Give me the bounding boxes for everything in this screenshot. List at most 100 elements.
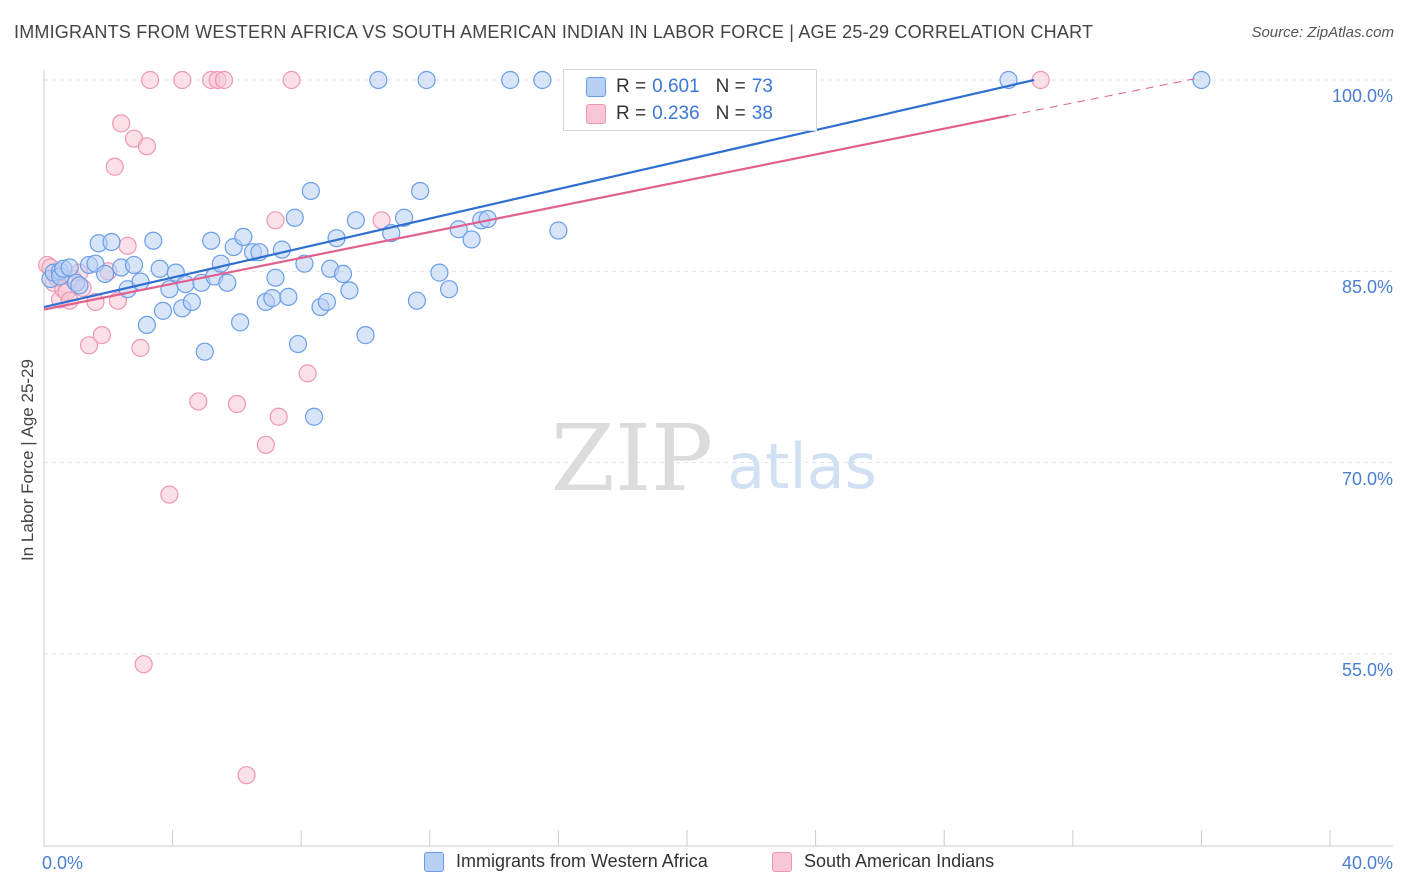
point-south-american-indians: [137, 137, 156, 156]
point-western-africa: [95, 264, 115, 283]
point-western-africa: [411, 181, 430, 201]
chart-title: IMMIGRANTS FROM WESTERN AFRICA VS SOUTH …: [14, 22, 1094, 42]
bottom-legend-western-africa: Immigrants from Western Africa: [424, 851, 708, 872]
x-tick-marks: [43, 830, 1331, 846]
watermark-atlas: atlas: [727, 430, 877, 503]
point-western-africa: [234, 227, 253, 246]
point-western-africa: [501, 70, 520, 90]
point-south-american-indians: [1031, 70, 1050, 90]
point-western-africa: [153, 301, 173, 320]
point-western-africa: [279, 287, 298, 306]
point-western-africa: [295, 254, 314, 273]
point-western-africa: [266, 268, 285, 287]
legend-swatch-pink: [586, 104, 606, 124]
x-tick-label-min: 0.0%: [42, 853, 84, 873]
point-western-africa: [176, 274, 195, 294]
point-western-africa: [317, 292, 337, 312]
point-western-africa: [218, 273, 237, 292]
legend-n-value: 73: [751, 76, 773, 97]
y-tick-label: 100.0%: [1331, 86, 1393, 106]
point-western-africa: [533, 70, 552, 90]
y-tick-label: 70.0%: [1341, 468, 1393, 489]
point-western-africa: [285, 208, 304, 227]
legend-row-western-africa: R = 0.601 N = 73: [586, 75, 779, 99]
legend-r-label: R =: [616, 103, 647, 124]
point-western-africa: [549, 221, 568, 240]
point-western-africa: [356, 326, 375, 345]
point-south-american-indians: [298, 364, 317, 383]
legend-r-value: 0.236: [652, 103, 700, 124]
y-tick-label: 55.0%: [1341, 660, 1393, 680]
point-south-american-indians: [227, 394, 246, 414]
bottom-legend-swatch-pink: [772, 851, 792, 872]
series-south-american-indians: [38, 70, 1050, 785]
trend-line-south-american-indians: [1008, 76, 1202, 117]
point-western-africa: [369, 70, 388, 90]
point-western-africa: [417, 70, 436, 90]
bottom-legend-south-american-indians: South American Indians: [772, 851, 994, 872]
bottom-legend-swatch-blue: [424, 851, 444, 872]
point-western-africa: [439, 280, 459, 299]
axes: [43, 70, 1393, 847]
point-south-american-indians: [256, 435, 275, 454]
point-south-american-indians: [134, 655, 153, 674]
trend-line-south-american-indians: [43, 114, 1009, 311]
point-western-africa: [182, 292, 201, 312]
bottom-legend-label: Immigrants from Western Africa: [456, 851, 708, 871]
grid-lines: [44, 79, 1393, 655]
point-south-american-indians: [112, 114, 131, 133]
point-western-africa: [263, 289, 282, 308]
point-south-american-indians: [79, 336, 99, 355]
bottom-legend-label: South American Indians: [804, 851, 995, 871]
legend-swatch-blue: [586, 77, 606, 97]
point-western-africa: [124, 255, 144, 275]
point-western-africa: [231, 313, 250, 332]
point-south-american-indians: [266, 211, 285, 230]
point-western-africa: [346, 211, 365, 230]
legend-r-label: R =: [616, 76, 647, 97]
point-western-africa: [340, 281, 359, 300]
stats-legend: R = 0.601 N = 73 R = 0.236 N = 38: [563, 69, 817, 131]
point-western-africa: [202, 231, 221, 250]
source-label: Source: ZipAtlas.com: [1251, 24, 1394, 41]
trend-lines: [43, 76, 1202, 311]
point-western-africa: [407, 291, 427, 310]
point-south-american-indians: [92, 326, 111, 345]
point-western-africa: [288, 334, 308, 354]
point-south-american-indians: [269, 407, 288, 426]
point-south-american-indians: [118, 236, 137, 255]
point-western-africa: [272, 240, 292, 259]
point-western-africa: [195, 342, 214, 361]
point-western-africa: [430, 263, 449, 282]
point-western-africa: [211, 254, 230, 273]
point-south-american-indians: [131, 338, 150, 357]
point-western-africa: [131, 272, 150, 291]
point-western-africa: [60, 258, 79, 277]
point-south-american-indians: [173, 70, 192, 90]
point-south-american-indians: [189, 392, 208, 411]
point-south-american-indians: [140, 70, 160, 90]
point-western-africa: [394, 208, 414, 227]
point-south-american-indians: [105, 157, 124, 176]
point-western-africa: [102, 232, 121, 252]
point-western-africa: [150, 259, 169, 278]
point-western-africa: [144, 231, 163, 250]
point-western-africa: [301, 181, 320, 201]
point-south-american-indians: [282, 70, 301, 90]
point-western-africa: [137, 315, 156, 335]
watermark-zip: ZIP: [551, 405, 713, 512]
point-western-africa: [304, 407, 324, 426]
legend-r-value: 0.601: [652, 76, 700, 97]
y-tick-label: 85.0%: [1341, 277, 1393, 298]
point-western-africa: [1192, 70, 1211, 90]
point-south-american-indians: [237, 766, 256, 785]
point-western-africa: [333, 264, 353, 283]
legend-n-value: 38: [751, 103, 773, 124]
legend-n-label: N =: [715, 103, 746, 124]
point-western-africa: [462, 230, 481, 249]
watermark: ZIP atlas: [551, 405, 877, 512]
legend-n-label: N =: [715, 76, 746, 97]
x-tick-label-max: 40.0%: [1341, 853, 1393, 873]
trend-line-western-africa: [43, 78, 1035, 309]
